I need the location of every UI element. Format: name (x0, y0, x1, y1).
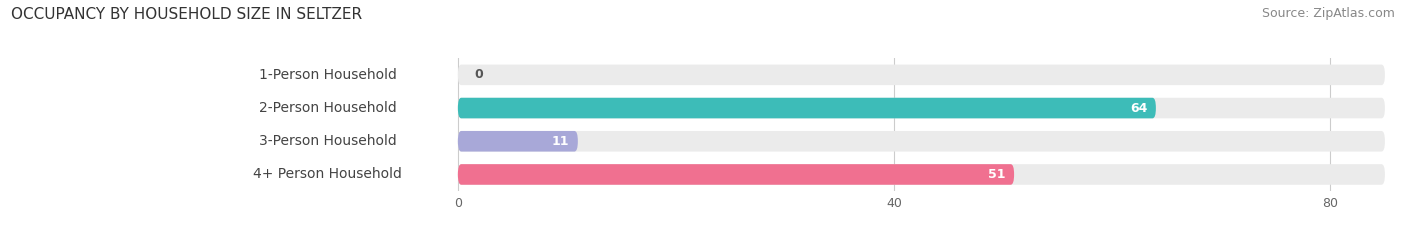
FancyBboxPatch shape (458, 164, 1014, 185)
Text: 51: 51 (988, 168, 1005, 181)
Text: 2-Person Household: 2-Person Household (259, 101, 396, 115)
FancyBboxPatch shape (221, 131, 434, 151)
FancyBboxPatch shape (458, 131, 1385, 151)
Text: OCCUPANCY BY HOUSEHOLD SIZE IN SELTZER: OCCUPANCY BY HOUSEHOLD SIZE IN SELTZER (11, 7, 363, 22)
Text: 11: 11 (551, 135, 569, 148)
FancyBboxPatch shape (458, 98, 1156, 118)
FancyBboxPatch shape (458, 65, 1385, 85)
FancyBboxPatch shape (458, 131, 578, 151)
Text: 0: 0 (474, 68, 484, 81)
FancyBboxPatch shape (221, 164, 434, 185)
Text: 1-Person Household: 1-Person Household (259, 68, 396, 82)
Text: Source: ZipAtlas.com: Source: ZipAtlas.com (1261, 7, 1395, 20)
Text: 4+ Person Household: 4+ Person Household (253, 168, 402, 182)
Text: 64: 64 (1130, 102, 1147, 115)
FancyBboxPatch shape (221, 65, 434, 85)
FancyBboxPatch shape (458, 164, 1385, 185)
FancyBboxPatch shape (458, 98, 1385, 118)
FancyBboxPatch shape (221, 98, 434, 118)
Text: 3-Person Household: 3-Person Household (259, 134, 396, 148)
